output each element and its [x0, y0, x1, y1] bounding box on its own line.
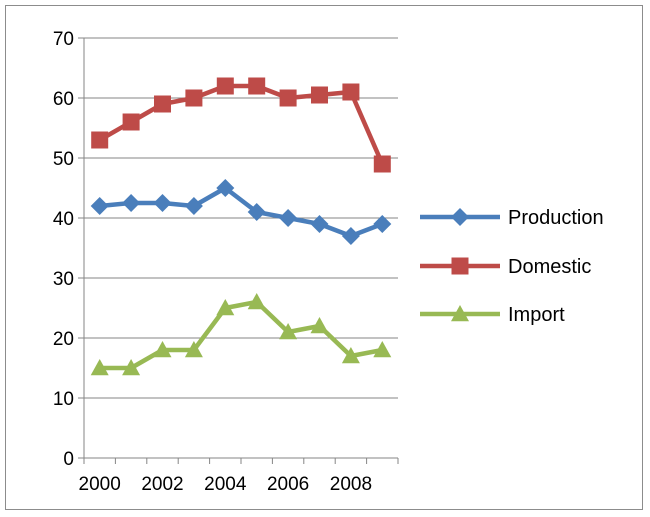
data-point-domestic	[154, 95, 171, 113]
series-production	[90, 179, 392, 245]
data-point-domestic	[122, 113, 140, 131]
legend-marker-import	[451, 305, 469, 322]
data-point-production	[153, 194, 172, 212]
legend-item-domestic: Domestic	[420, 256, 591, 278]
data-point-import	[341, 347, 360, 364]
data-point-domestic	[342, 83, 360, 101]
data-point-import	[184, 341, 203, 358]
series-layer	[90, 77, 392, 376]
data-point-production	[184, 197, 203, 215]
x-tick-label: 2006	[267, 474, 309, 495]
data-point-production	[122, 194, 141, 212]
data-point-import	[373, 341, 392, 358]
data-point-import	[279, 323, 298, 340]
series-domestic	[91, 77, 391, 173]
data-point-domestic	[91, 131, 109, 149]
data-point-production	[310, 215, 329, 233]
x-tick-label: 2002	[141, 474, 183, 495]
series-line-production	[99, 185, 384, 239]
legend-item-import: Import	[420, 304, 565, 326]
axes: 0 10 20 30 40 50 60 70 2000 2002 2004 2006 2008	[53, 29, 399, 495]
data-point-import	[247, 293, 266, 310]
legend-label-domestic: Domestic	[508, 256, 591, 278]
data-point-production	[90, 197, 109, 215]
data-point-domestic	[311, 86, 328, 104]
y-tick-label: 20	[53, 329, 74, 350]
x-tick-label: 2004	[204, 474, 247, 495]
data-point-import	[90, 359, 109, 376]
y-tick-label: 50	[53, 149, 74, 170]
data-point-domestic	[279, 89, 297, 107]
legend-marker-domestic	[451, 257, 469, 275]
data-point-production	[279, 209, 298, 227]
data-point-production	[373, 215, 392, 233]
y-tick-label: 40	[53, 209, 74, 230]
x-tick-label: 2008	[330, 474, 372, 495]
data-point-import	[216, 299, 235, 316]
legend-item-production: Production	[420, 207, 604, 229]
series-import	[90, 293, 392, 376]
x-tick-label: 2000	[79, 474, 121, 495]
legend-label-import: Import	[508, 304, 565, 326]
y-tick-label: 10	[53, 389, 74, 410]
y-tick-label: 70	[53, 29, 74, 50]
legend: Production Domestic Import	[420, 207, 604, 326]
data-point-import	[153, 341, 172, 358]
y-tick-label: 60	[53, 89, 74, 110]
series-line-domestic	[98, 83, 385, 165]
data-point-import	[122, 359, 141, 376]
y-tick-label: 0	[63, 449, 74, 470]
data-point-domestic	[248, 77, 266, 95]
data-point-production	[341, 227, 360, 245]
y-tick-label: 30	[53, 269, 74, 290]
data-point-domestic	[373, 155, 391, 173]
legend-marker-production	[451, 208, 469, 226]
data-point-import	[310, 317, 329, 334]
legend-label-production: Production	[508, 207, 604, 229]
data-point-production	[247, 203, 266, 221]
series-line-import	[99, 299, 383, 371]
data-point-production	[216, 179, 235, 197]
data-point-domestic	[185, 89, 203, 107]
data-point-domestic	[216, 77, 234, 95]
